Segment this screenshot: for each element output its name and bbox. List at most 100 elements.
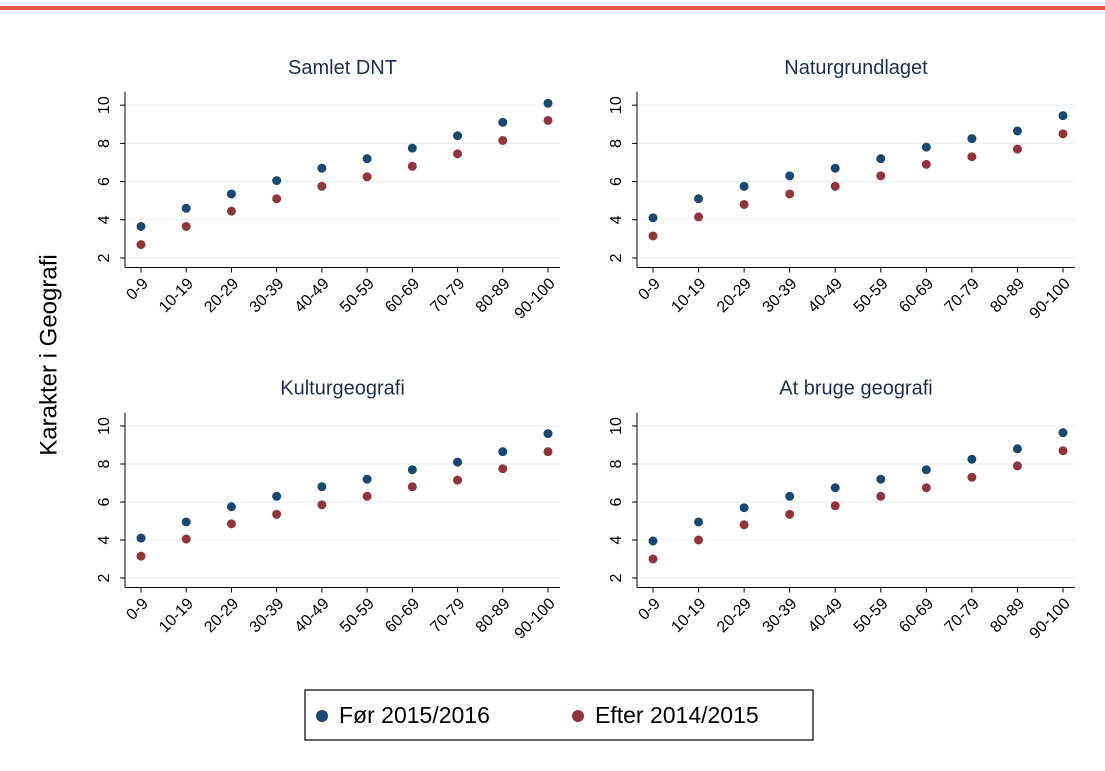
point — [967, 152, 977, 162]
legend-marker — [316, 710, 328, 722]
point — [181, 534, 191, 544]
x-tick-label: 80-89 — [987, 275, 1028, 316]
point — [498, 117, 508, 127]
x-tick-label: 60-69 — [382, 595, 423, 636]
x-tick-label: 90-100 — [512, 595, 559, 642]
y-tick-label: 2 — [96, 253, 113, 262]
y-tick-label: 4 — [608, 535, 625, 544]
x-tick-label: 20-29 — [714, 595, 755, 636]
chart-title: Naturgrundlaget — [784, 57, 928, 79]
x-tick-label: 0-9 — [635, 275, 663, 303]
y-tick-label: 4 — [96, 535, 113, 544]
point — [694, 194, 704, 204]
point — [136, 240, 146, 250]
point — [785, 491, 795, 501]
x-tick-label: 20-29 — [714, 275, 755, 316]
legend — [304, 689, 814, 741]
y-tick-label: 4 — [96, 215, 113, 224]
point — [498, 447, 508, 457]
x-tick-label: 70-79 — [427, 595, 468, 636]
point — [1012, 461, 1022, 471]
chart-title: Samlet DNT — [288, 57, 397, 79]
point — [317, 181, 327, 191]
x-tick-label: 70-79 — [942, 595, 983, 636]
point — [543, 115, 553, 125]
point — [226, 206, 236, 216]
x-tick-label: 30-39 — [760, 595, 801, 636]
point — [876, 491, 886, 501]
x-tick-label: 70-79 — [942, 275, 983, 316]
legend-label: Efter 2014/2015 — [595, 702, 759, 728]
point — [1058, 129, 1068, 139]
point — [498, 135, 508, 145]
point — [785, 509, 795, 519]
point — [739, 181, 749, 191]
x-tick-label: 40-49 — [292, 275, 333, 316]
legend-marker — [572, 710, 584, 722]
point — [876, 474, 886, 484]
point — [136, 533, 146, 543]
point — [498, 464, 508, 474]
point — [317, 500, 327, 510]
x-tick-label: 40-49 — [805, 595, 846, 636]
point — [226, 502, 236, 512]
x-tick-label: 50-59 — [851, 595, 892, 636]
y-tick-label: 2 — [608, 573, 625, 582]
y-axis-label: Karakter i Geografi — [35, 254, 62, 455]
point — [967, 134, 977, 144]
point — [226, 519, 236, 529]
point — [407, 482, 417, 492]
point — [1058, 428, 1068, 438]
y-tick-label: 8 — [608, 139, 625, 148]
point — [967, 454, 977, 464]
x-tick-label: 50-59 — [851, 275, 892, 316]
point — [1058, 446, 1068, 456]
point — [785, 171, 795, 181]
x-tick-label: 80-89 — [473, 595, 514, 636]
point — [272, 491, 282, 501]
point — [785, 189, 795, 199]
x-tick-label: 0-9 — [635, 595, 663, 623]
point — [921, 142, 931, 152]
x-tick-label: 80-89 — [473, 275, 514, 316]
x-tick-label: 40-49 — [805, 275, 846, 316]
y-tick-label: 8 — [96, 139, 113, 148]
x-tick-label: 60-69 — [896, 275, 937, 316]
point — [921, 159, 931, 169]
x-tick-label: 30-39 — [247, 595, 288, 636]
x-tick-label: 90-100 — [1027, 595, 1074, 642]
point — [1012, 126, 1022, 136]
chart-title: At bruge geografi — [779, 378, 932, 400]
point — [181, 221, 191, 231]
y-tick-label: 6 — [608, 177, 625, 186]
point — [739, 520, 749, 530]
point — [226, 189, 236, 199]
point — [543, 429, 553, 439]
point — [362, 491, 372, 501]
x-tick-label: 0-9 — [123, 595, 151, 623]
x-tick-label: 90-100 — [512, 275, 559, 322]
x-tick-label: 10-19 — [156, 595, 197, 636]
point — [272, 194, 282, 204]
y-tick-label: 10 — [96, 96, 113, 114]
point — [362, 154, 372, 164]
x-tick-label: 10-19 — [668, 595, 709, 636]
y-tick-label: 6 — [96, 497, 113, 506]
point — [362, 474, 372, 484]
x-tick-label: 20-29 — [201, 275, 242, 316]
point — [739, 503, 749, 513]
x-tick-label: 80-89 — [987, 595, 1028, 636]
top-rule — [0, 6, 1105, 10]
x-tick-label: 20-29 — [201, 595, 242, 636]
y-tick-label: 6 — [96, 177, 113, 186]
point — [921, 465, 931, 475]
y-tick-label: 6 — [608, 497, 625, 506]
point — [1012, 444, 1022, 454]
point — [407, 161, 417, 171]
point — [407, 465, 417, 475]
point — [272, 509, 282, 519]
point — [407, 143, 417, 153]
point — [648, 554, 658, 564]
y-tick-label: 8 — [96, 459, 113, 468]
